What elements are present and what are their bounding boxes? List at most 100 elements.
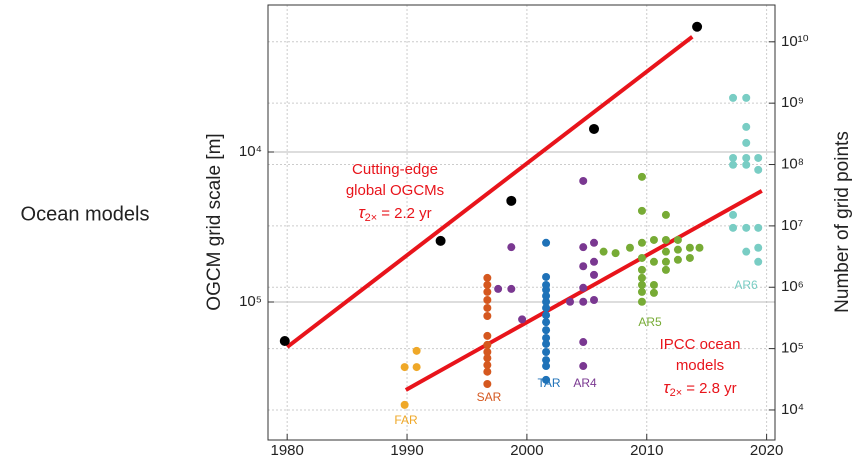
data-point: [483, 303, 492, 312]
data-point: [742, 247, 751, 256]
data-point: [518, 315, 527, 324]
series-label: SAR: [477, 390, 502, 404]
data-point: [649, 288, 658, 297]
data-point: [579, 243, 588, 252]
data-point: [661, 235, 670, 244]
data-point: [673, 255, 682, 264]
data-point: [754, 243, 763, 252]
data-point: [661, 265, 670, 274]
data-point: [412, 346, 421, 355]
data-point: [483, 354, 492, 363]
data-point: [566, 297, 575, 306]
data-point: [494, 284, 503, 293]
plot-frame: [267, 4, 776, 441]
data-point: [542, 285, 551, 294]
y2-tick-label: 10¹⁰: [781, 33, 809, 50]
data-point: [695, 243, 704, 252]
data-point: [611, 249, 620, 258]
data-point: [279, 336, 290, 347]
y2-tick-label: 10⁵: [781, 340, 804, 357]
fit-line: [285, 35, 694, 349]
data-point: [483, 280, 492, 289]
data-point: [506, 195, 517, 206]
data-point: [661, 257, 670, 266]
data-point: [483, 340, 492, 349]
y2-tick-label: 10⁴: [781, 401, 804, 418]
x-tick-label: 2010: [630, 442, 663, 459]
annotation-text: models: [676, 357, 724, 374]
data-point: [754, 153, 763, 162]
data-point: [625, 243, 634, 252]
data-point: [483, 367, 492, 376]
series-label: TAR: [537, 376, 560, 390]
annotation-text: global OGCMs: [346, 182, 444, 199]
data-point: [542, 238, 551, 247]
data-point: [649, 257, 658, 266]
series-label: AR6: [734, 278, 758, 292]
y2-tick-label: 10⁶: [781, 278, 804, 295]
data-point: [542, 303, 551, 312]
data-point: [742, 160, 751, 169]
data-point: [729, 210, 738, 219]
rate-text: = 2.2 yr: [381, 205, 431, 222]
data-point: [400, 363, 409, 372]
data-point: [637, 206, 646, 215]
data-point: [589, 123, 600, 134]
data-point: [661, 210, 670, 219]
data-point: [729, 153, 738, 162]
data-point: [742, 138, 751, 147]
data-point: [590, 238, 599, 247]
y2-axis-label: Number of grid points: [832, 131, 853, 313]
data-point: [742, 223, 751, 232]
annotation-rate: τ2× = 2.8 yr: [663, 378, 736, 398]
y2-tick-label: 10⁸: [781, 155, 804, 172]
data-point: [661, 247, 670, 256]
data-point: [579, 297, 588, 306]
data-point: [507, 284, 516, 293]
data-point: [673, 235, 682, 244]
data-point: [637, 280, 646, 289]
data-point: [542, 356, 551, 365]
data-point: [483, 295, 492, 304]
data-point: [579, 262, 588, 271]
tau-symbol: τ: [663, 378, 671, 397]
data-point: [590, 257, 599, 266]
data-point: [542, 362, 551, 371]
data-point: [742, 153, 751, 162]
data-point: [483, 331, 492, 340]
data-point: [729, 223, 738, 232]
y2-tick-label: 10⁹: [781, 94, 804, 111]
data-point: [542, 375, 551, 384]
data-point: [542, 311, 551, 320]
data-point: [590, 270, 599, 279]
data-point: [483, 311, 492, 320]
data-point: [542, 339, 551, 348]
data-point: [637, 172, 646, 181]
x-tick-label: 2000: [510, 442, 543, 459]
data-point: [483, 379, 492, 388]
y-axis-label: OGCM grid scale [m]: [204, 133, 225, 310]
data-point: [590, 295, 599, 304]
tau-subscript: 2×: [670, 387, 683, 399]
data-point: [400, 400, 409, 409]
y-tick-label: 10⁴: [239, 143, 262, 160]
data-point: [637, 265, 646, 274]
data-point: [412, 363, 421, 372]
data-point: [483, 287, 492, 296]
data-point: [729, 93, 738, 102]
data-point: [649, 280, 658, 289]
data-point: [692, 21, 703, 32]
tau-symbol: τ: [358, 203, 366, 222]
data-point: [542, 348, 551, 357]
data-point: [507, 243, 516, 252]
annotation-text: IPCC ocean: [660, 336, 741, 353]
annotation-rate: τ2× = 2.2 yr: [358, 203, 431, 223]
data-point: [542, 297, 551, 306]
x-tick-label: 1980: [270, 442, 303, 459]
data-point: [579, 338, 588, 347]
data-point: [435, 235, 446, 246]
data-point: [637, 287, 646, 296]
data-point: [685, 243, 694, 252]
data-point: [637, 238, 646, 247]
data-point: [542, 272, 551, 281]
